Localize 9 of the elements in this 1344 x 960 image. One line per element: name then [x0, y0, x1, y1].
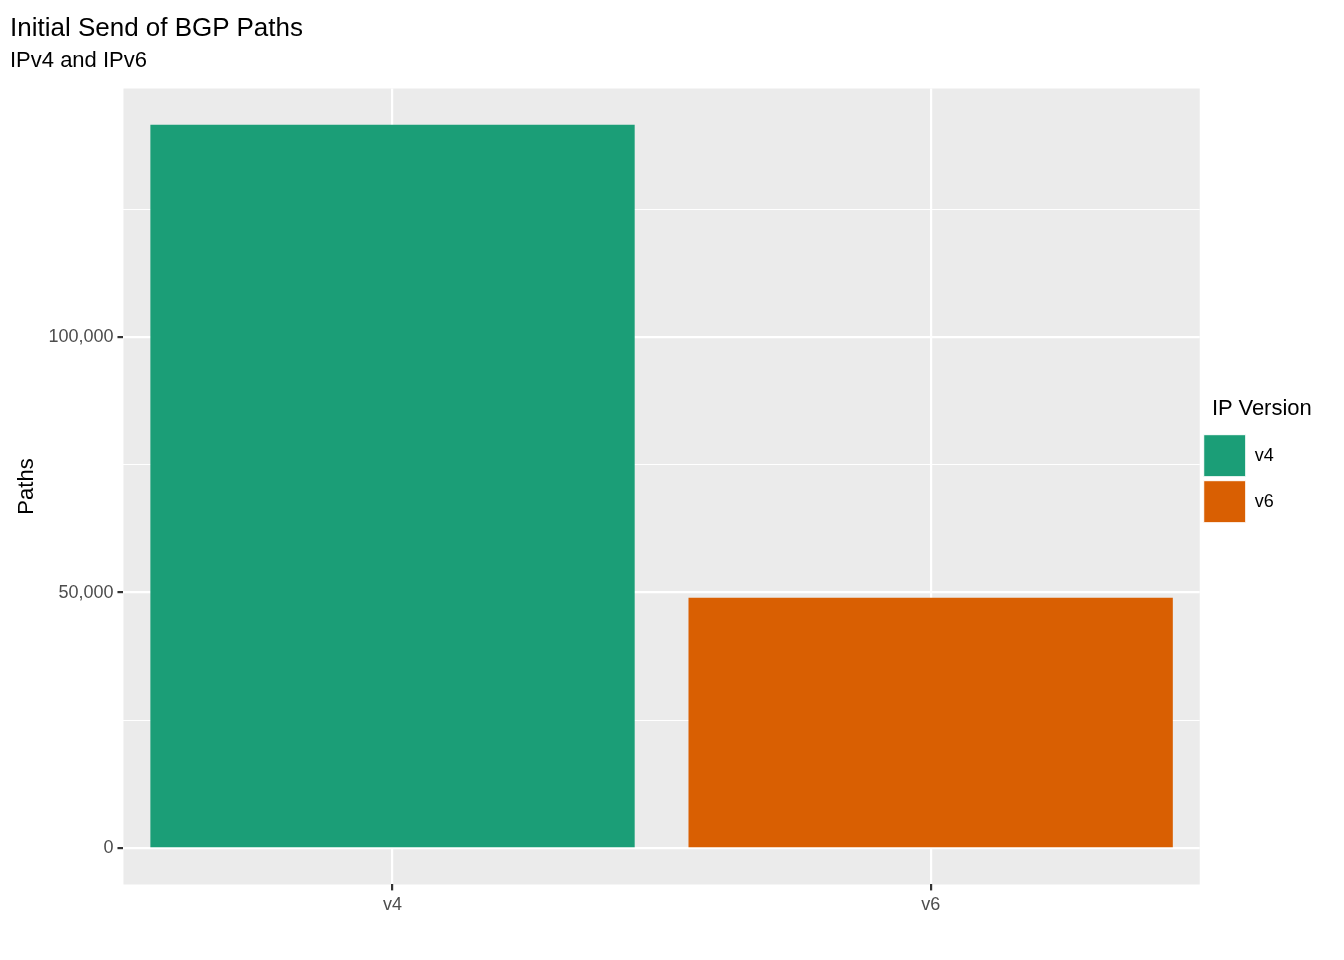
y-tick-label: 100,000: [48, 325, 114, 346]
y-axis-title: Paths: [13, 458, 39, 515]
y-tick-label: 50,000: [58, 581, 114, 602]
legend-label: v4: [1254, 444, 1274, 465]
legend-label: v6: [1254, 490, 1274, 511]
legend-title: IP Version: [1211, 395, 1312, 421]
y-tick-label: 0: [103, 837, 114, 858]
chart-subtitle: IPv4 and IPv6: [10, 47, 147, 73]
chart-title: Initial Send of BGP Paths: [10, 11, 303, 42]
